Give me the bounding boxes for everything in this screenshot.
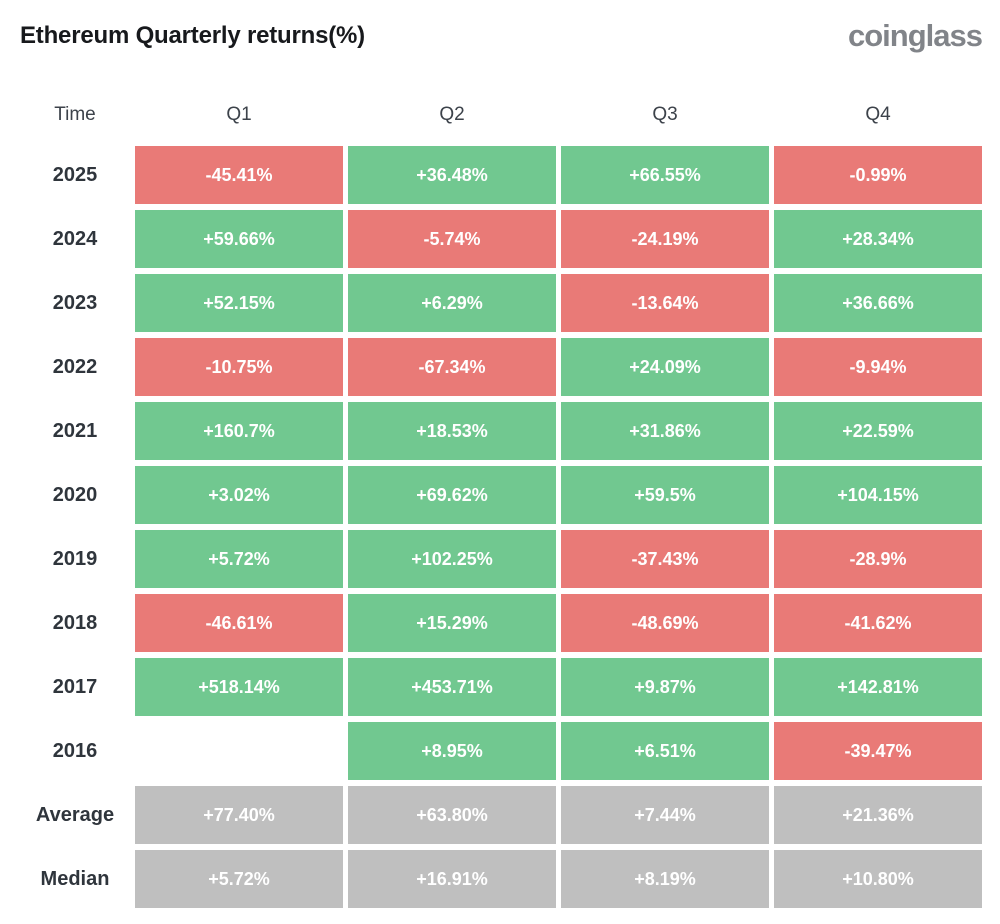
column-header: Time	[54, 104, 96, 125]
row-label: 2022	[52, 355, 98, 378]
return-cell: -67.34%	[348, 338, 556, 396]
return-cell: +69.62%	[348, 466, 556, 524]
return-cell: +6.29%	[348, 274, 556, 332]
return-cell: +6.51%	[561, 722, 769, 780]
return-cell: +102.25%	[348, 530, 556, 588]
row-label: 2019	[52, 547, 98, 570]
row-label: 2020	[52, 483, 98, 506]
column-header: Q2	[439, 104, 465, 125]
return-cell: -13.64%	[561, 274, 769, 332]
return-cell: +3.02%	[135, 466, 343, 524]
return-cell: +63.80%	[348, 786, 556, 844]
row-label: Median	[40, 867, 110, 890]
return-cell: +36.66%	[774, 274, 982, 332]
return-cell: +8.95%	[348, 722, 556, 780]
return-cell: +142.81%	[774, 658, 982, 716]
return-cell: -0.99%	[774, 146, 982, 204]
row-label: 2025	[52, 163, 98, 186]
return-cell: +22.59%	[774, 402, 982, 460]
return-cell: -28.9%	[774, 530, 982, 588]
row-label: 2023	[52, 291, 98, 314]
return-cell: +15.29%	[348, 594, 556, 652]
returns-table: Time Q1 Q2 Q3 Q4 2025 -45.41% +36.48% +66.55% -0.…	[20, 90, 982, 908]
return-cell: +453.71%	[348, 658, 556, 716]
row-label: 2021	[52, 419, 98, 442]
return-cell: +66.55%	[561, 146, 769, 204]
return-cell: +24.09%	[561, 338, 769, 396]
return-cell: +104.15%	[774, 466, 982, 524]
return-cell: +36.48%	[348, 146, 556, 204]
column-header: Q3	[652, 104, 678, 125]
return-cell: -10.75%	[135, 338, 343, 396]
page-title: Ethereum Quarterly returns(%)	[20, 22, 365, 49]
row-label: 2016	[52, 739, 98, 762]
return-cell: -46.61%	[135, 594, 343, 652]
return-cell: +77.40%	[135, 786, 343, 844]
return-cell: +7.44%	[561, 786, 769, 844]
return-cell: -39.47%	[774, 722, 982, 780]
topbar: Ethereum Quarterly returns(%) coinglass	[20, 16, 983, 56]
return-cell: +9.87%	[561, 658, 769, 716]
row-label: 2017	[52, 675, 98, 698]
coinglass-logo: coinglass	[848, 18, 983, 53]
return-cell: +5.72%	[135, 530, 343, 588]
return-cell: +10.80%	[774, 850, 982, 908]
return-cell: +52.15%	[135, 274, 343, 332]
return-cell: -37.43%	[561, 530, 769, 588]
column-header: Q1	[226, 104, 252, 125]
return-cell: +5.72%	[135, 850, 343, 908]
return-cell: -9.94%	[774, 338, 982, 396]
return-cell	[135, 722, 343, 780]
return-cell: -5.74%	[348, 210, 556, 268]
column-header: Q4	[865, 104, 891, 125]
return-cell: -41.62%	[774, 594, 982, 652]
return-cell: +8.19%	[561, 850, 769, 908]
return-cell: +18.53%	[348, 402, 556, 460]
row-label: Average	[35, 803, 115, 826]
return-cell: +59.66%	[135, 210, 343, 268]
return-cell: -24.19%	[561, 210, 769, 268]
return-cell: -48.69%	[561, 594, 769, 652]
row-label: 2018	[52, 611, 98, 634]
return-cell: +21.36%	[774, 786, 982, 844]
return-cell: +518.14%	[135, 658, 343, 716]
return-cell: +28.34%	[774, 210, 982, 268]
row-label: 2024	[52, 227, 98, 250]
return-cell: +160.7%	[135, 402, 343, 460]
return-cell: -45.41%	[135, 146, 343, 204]
return-cell: +59.5%	[561, 466, 769, 524]
return-cell: +16.91%	[348, 850, 556, 908]
return-cell: +31.86%	[561, 402, 769, 460]
